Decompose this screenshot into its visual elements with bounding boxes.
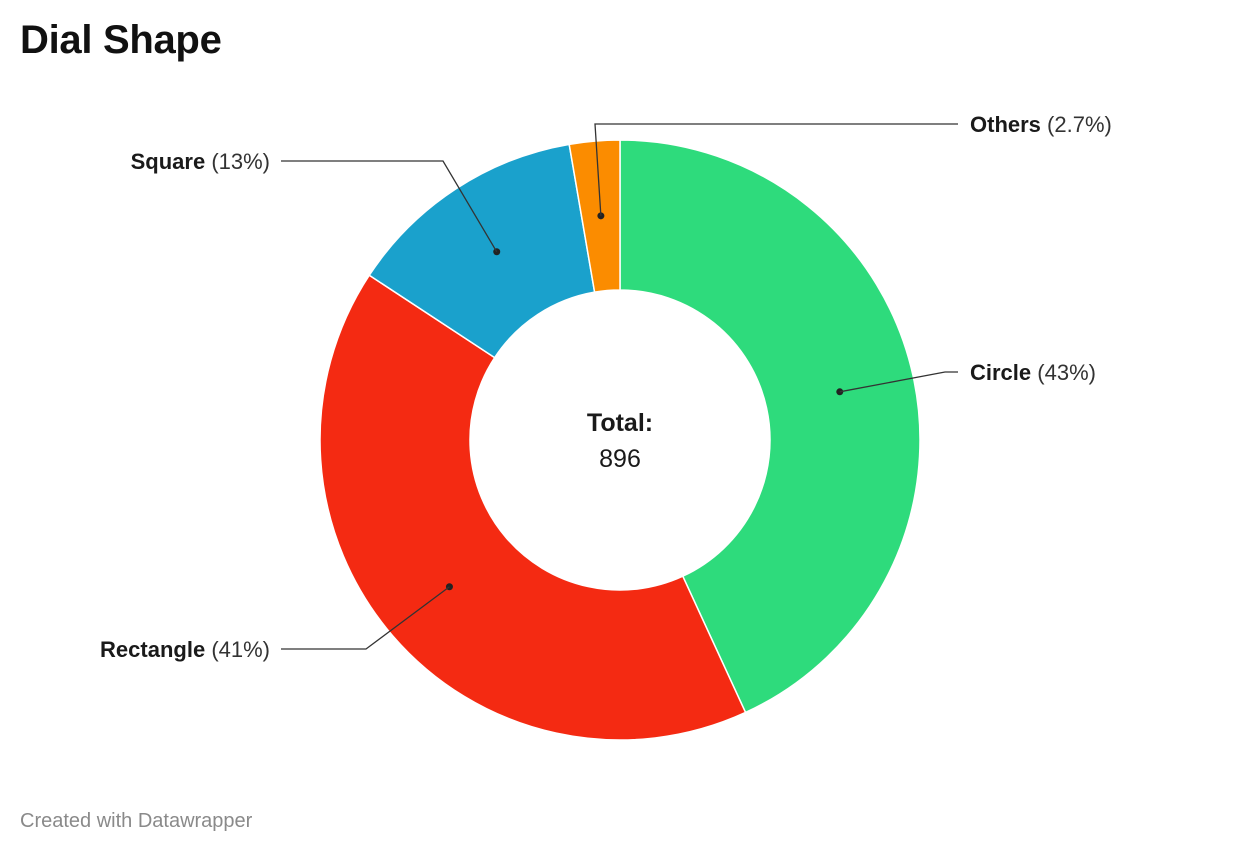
- leader-line-square: [281, 160, 498, 253]
- slice-label-percent: (43%): [1031, 360, 1096, 385]
- slice-label-name: Circle: [970, 360, 1031, 385]
- slice-labels: Circle (43%) Rectangle (41%) Square (13%) O…: [100, 112, 1112, 662]
- slice-label-percent: (41%): [205, 637, 270, 662]
- center-total-heading: Total:: [587, 409, 653, 437]
- slice-label-name: Others: [970, 112, 1041, 137]
- center-total-value: 896: [599, 445, 641, 473]
- leader-line-rectangle: [281, 586, 450, 650]
- slice-label-square: Square (13%): [131, 149, 270, 174]
- slice-label-others: Others (2.7%): [970, 112, 1112, 137]
- slice-label-name: Rectangle: [100, 637, 205, 662]
- slice-label-rectangle: Rectangle (41%): [100, 637, 270, 662]
- slice-square: [368, 143, 596, 359]
- leader-line-circle: [839, 371, 958, 393]
- slice-label-percent: (13%): [205, 149, 270, 174]
- slice-circle: [619, 139, 921, 714]
- leader-line-others: [594, 123, 958, 216]
- donut-slices: [319, 139, 921, 741]
- slice-others: [568, 139, 621, 294]
- leader-lines: [281, 123, 958, 650]
- slice-label-name: Square: [131, 149, 206, 174]
- slice-label-circle: Circle (43%): [970, 360, 1096, 385]
- slice-rectangle: [319, 274, 747, 741]
- slice-label-percent: (2.7%): [1041, 112, 1112, 137]
- footer-credit: Created with Datawrapper: [20, 810, 253, 832]
- chart-title: Dial Shape: [20, 18, 222, 62]
